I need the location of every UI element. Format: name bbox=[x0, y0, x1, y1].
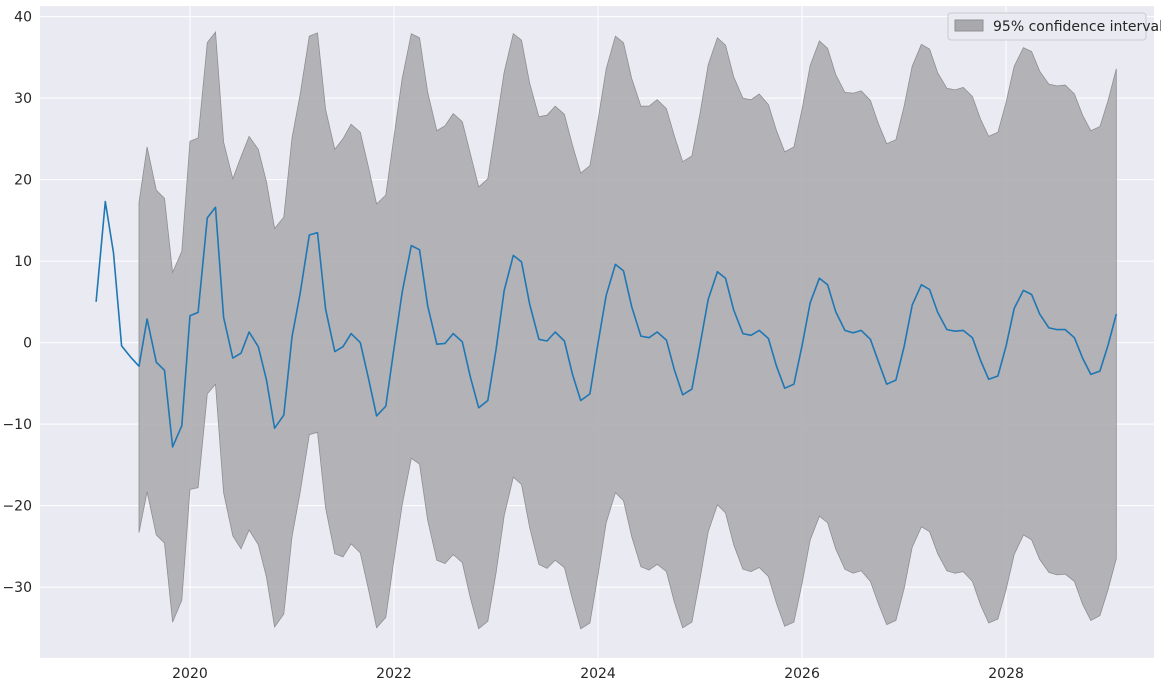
y-tick-label: −20 bbox=[2, 499, 32, 515]
y-tick-label: 0 bbox=[23, 336, 32, 352]
confidence-band-layer bbox=[138, 31, 1117, 630]
y-tick-label: 30 bbox=[14, 91, 32, 107]
x-tick-label: 2026 bbox=[784, 666, 820, 682]
x-tick-label: 2028 bbox=[988, 666, 1024, 682]
x-tick-label: 2022 bbox=[376, 666, 412, 682]
x-tick-label: 2024 bbox=[580, 666, 616, 682]
y-tick-label: 20 bbox=[14, 173, 32, 189]
y-tick-label: 40 bbox=[14, 10, 32, 26]
y-tick-label: −10 bbox=[2, 417, 32, 433]
y-axis: −30 −20 −10 0 10 20 30 40 bbox=[2, 10, 32, 596]
forecast-line-layer bbox=[95, 200, 1118, 448]
legend-label: 95% confidence interval bbox=[993, 19, 1161, 35]
x-tick-label: 2020 bbox=[172, 666, 208, 682]
legend-swatch bbox=[954, 19, 984, 32]
x-axis: 2020 2022 2024 2026 2028 bbox=[172, 666, 1024, 682]
y-tick-label: 10 bbox=[14, 254, 32, 270]
legend-box bbox=[947, 12, 1147, 41]
forecast-line bbox=[95, 200, 1118, 448]
y-tick-label: −30 bbox=[2, 580, 32, 596]
legend: 95% confidence interval bbox=[947, 12, 1161, 41]
confidence-band bbox=[138, 31, 1117, 630]
